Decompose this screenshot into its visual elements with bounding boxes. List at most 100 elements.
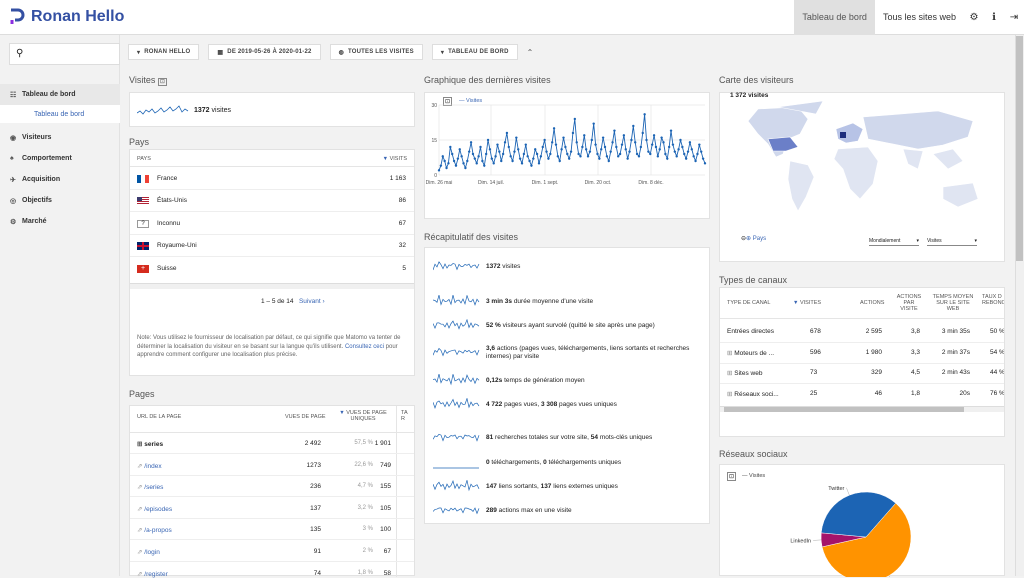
visits-point[interactable]: [586, 155, 590, 158]
chart-type-icon[interactable]: ⊡: [727, 472, 737, 481]
visits-point[interactable]: [501, 152, 505, 156]
expand-icon[interactable]: ⊞: [727, 390, 733, 398]
visits-point[interactable]: [594, 143, 597, 146]
visits-point[interactable]: [592, 122, 595, 125]
visits-point[interactable]: [520, 162, 524, 165]
external-link-icon[interactable]: ⇗: [137, 484, 143, 492]
visits-point[interactable]: [583, 134, 586, 137]
visits-point[interactable]: [511, 159, 514, 163]
external-link-icon[interactable]: ⇗: [137, 505, 143, 513]
visits-point[interactable]: [649, 152, 652, 156]
visits-point[interactable]: [528, 159, 531, 163]
tab-dashboard[interactable]: Tableau de bord: [794, 0, 875, 35]
visits-point[interactable]: [581, 145, 584, 149]
external-link-icon[interactable]: ⇗: [137, 570, 143, 578]
col-avg-time[interactable]: TEMPS MOYEN SUR LE SITE WEB: [932, 294, 974, 312]
visits-point[interactable]: [500, 159, 503, 163]
visits-point[interactable]: [547, 157, 550, 160]
visits-point[interactable]: [696, 152, 699, 156]
dashboard-selector[interactable]: ▾ TABLEAU DE BORD: [431, 44, 518, 60]
page-url[interactable]: series: [144, 441, 164, 448]
sidebar-item-goals[interactable]: ◎ Objectifs: [10, 197, 52, 205]
date-selector[interactable]: ▦ DE 2019-05-26 À 2020-01-22: [208, 44, 321, 60]
visits-point[interactable]: [443, 159, 446, 163]
external-link-icon[interactable]: ⇗: [137, 527, 143, 535]
expand-icon[interactable]: ⊞: [727, 370, 733, 377]
visits-point[interactable]: [698, 143, 701, 146]
visits-point[interactable]: [481, 159, 484, 163]
visits-point[interactable]: [639, 145, 643, 149]
visits-point[interactable]: [584, 148, 588, 151]
help-icon[interactable]: ℹ: [992, 12, 996, 23]
visits-point[interactable]: [564, 145, 567, 149]
visits-point[interactable]: [617, 155, 620, 158]
visits-point[interactable]: [449, 145, 452, 149]
col-page-views[interactable]: VUES DE PAGE: [285, 414, 326, 420]
visits-point[interactable]: [686, 150, 690, 153]
visits-point[interactable]: [622, 134, 626, 137]
visits-point[interactable]: [505, 131, 509, 135]
visits-point[interactable]: [473, 157, 477, 160]
page-url[interactable]: /episodes: [144, 505, 173, 513]
visits-point[interactable]: [656, 155, 660, 158]
visits-point[interactable]: [628, 150, 631, 153]
app-logo[interactable]: Ronan Hello: [9, 8, 124, 26]
visits-point[interactable]: [637, 155, 641, 158]
visits-point[interactable]: [611, 141, 614, 144]
visits-point[interactable]: [633, 141, 637, 144]
visits-point[interactable]: [692, 155, 695, 158]
visits-point[interactable]: [613, 129, 616, 132]
visits-point[interactable]: [573, 117, 577, 121]
zoom-out-icon[interactable]: ⊖: [741, 236, 747, 242]
visits-point[interactable]: [703, 162, 707, 165]
col-channel-type[interactable]: TYPE DE CANAL: [727, 300, 771, 306]
visits-point[interactable]: [560, 148, 563, 151]
visits-point[interactable]: [632, 124, 635, 128]
visits-point[interactable]: [464, 166, 467, 170]
segment-selector[interactable]: ◍ TOUTES LES VISITES: [329, 44, 423, 60]
col-bounce-rate[interactable]: TAUX D REBONC: [982, 294, 1004, 306]
visits-point[interactable]: [518, 157, 522, 160]
visits-point[interactable]: [650, 143, 654, 146]
visits-point[interactable]: [652, 134, 656, 137]
visits-point[interactable]: [526, 155, 529, 158]
tab-all-sites[interactable]: Tous les sites web: [882, 12, 956, 22]
gear-icon[interactable]: ⚙: [969, 12, 979, 23]
visits-point[interactable]: [517, 148, 520, 151]
page-scrollbar-thumb[interactable]: [1016, 36, 1023, 261]
visits-point[interactable]: [484, 152, 488, 156]
visits-point[interactable]: [507, 145, 511, 149]
visits-point[interactable]: [543, 138, 546, 142]
visits-point[interactable]: [660, 136, 663, 139]
visits-point[interactable]: [605, 155, 609, 158]
chart-type-icon[interactable]: ⊡: [443, 97, 453, 106]
visits-point[interactable]: [534, 148, 537, 151]
visits-point[interactable]: [454, 164, 458, 167]
external-link-icon[interactable]: ⇗: [137, 462, 143, 470]
visits-point[interactable]: [624, 148, 627, 151]
page-url[interactable]: /login: [144, 549, 160, 556]
visits-point[interactable]: [575, 141, 578, 144]
visits-point[interactable]: [556, 155, 560, 158]
visits-point[interactable]: [577, 152, 580, 156]
visits-point[interactable]: [675, 155, 678, 158]
visits-point[interactable]: [681, 145, 684, 149]
visits-point[interactable]: [690, 148, 693, 151]
visits-point[interactable]: [588, 150, 592, 153]
page-url[interactable]: /register: [144, 570, 168, 578]
visits-point[interactable]: [509, 155, 512, 158]
visits-point[interactable]: [475, 162, 478, 165]
visits-point[interactable]: [615, 145, 618, 149]
visits-point[interactable]: [494, 155, 497, 158]
visits-point[interactable]: [694, 159, 697, 163]
visits-point[interactable]: [598, 157, 601, 160]
visits-point[interactable]: [603, 145, 607, 149]
visits-point[interactable]: [609, 150, 612, 153]
col-channel-visits[interactable]: ▼ VISITES: [793, 300, 822, 306]
metric-select[interactable]: Visites ▾: [927, 238, 977, 246]
visits-point[interactable]: [545, 150, 548, 153]
sidebar-item-dashboard[interactable]: ☷ Tableau de bord: [0, 84, 120, 105]
world-map[interactable]: [728, 99, 1004, 229]
region-select[interactable]: Mondialement ▾: [869, 238, 919, 246]
visits-point[interactable]: [539, 155, 543, 158]
